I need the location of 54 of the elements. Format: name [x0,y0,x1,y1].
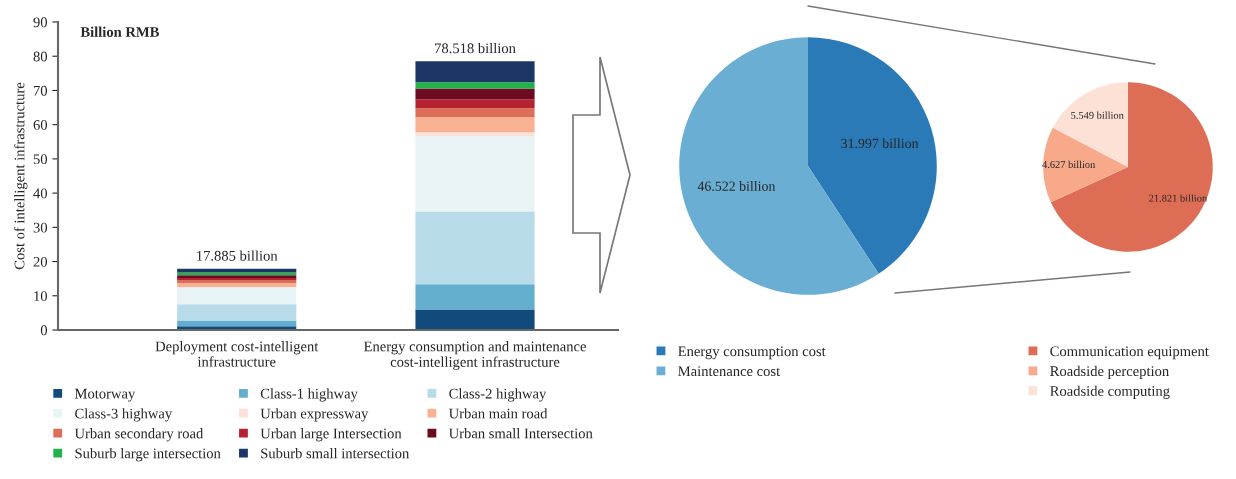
bar [177,268,297,273]
legend-label: Urban secondary road [74,428,204,442]
legend-label: Urban expressway [260,408,369,422]
x-tick-label: Deployment cost-intelligent infrastructure [155,341,319,367]
y-tick-label: 0 [40,325,48,336]
bar [415,61,535,83]
y-tick-label: 20 [33,256,48,267]
total-label: 78.518 billion [435,42,516,54]
bar [415,132,535,137]
bar [415,211,535,285]
legend-label: Suburb large intersection [75,448,221,462]
legend-label: Urban large Intersection [260,428,402,442]
y-tick-label: 90 [33,17,48,28]
bar [415,88,535,100]
bar [415,284,535,310]
y-tick-label: 70 [33,85,48,96]
legend-label: Class-1 highway [260,388,358,402]
legend-label: Roadside computing [1050,385,1170,399]
data-label: 5.549 billion [1071,111,1124,119]
y-tick-label: 30 [33,222,48,233]
legend-label: Urban main road [448,408,548,419]
legend-label: Suburb small intersection [261,448,410,459]
legend-label: Energy consumption cost [678,346,826,360]
y-tick-label: 40 [33,188,48,199]
bar [177,320,297,327]
legend-label: Communication equipment [1050,346,1209,360]
legend-label: Class-3 highway [75,408,173,422]
bar [415,309,535,330]
pie-slice [679,37,879,295]
y-axis-title: Cost of intelligent infrastructure [14,82,28,270]
y-tick-label: 10 [34,291,48,301]
legend-label: Roadside perception [1050,365,1169,380]
annotation: Billion RMB [80,26,159,37]
data-label: 21.821 billion [1149,194,1207,202]
data-label: 31.997 billion [841,138,919,149]
y-tick-label: 60 [33,120,48,130]
bar [177,287,297,305]
bar [415,99,535,109]
x-tick-label: Energy consumption and maintenance cost-intelligent infrastructure [364,341,586,370]
bar [415,136,535,212]
pie-slice [1043,127,1128,203]
y-tick-label: 50 [33,154,48,165]
bar [415,82,535,89]
legend-label: Motorway [74,388,136,402]
legend-label: Class-2 highway [449,388,547,402]
bar [415,108,535,118]
pie-slice [808,37,937,274]
y-tick-label: 80 [33,51,48,62]
bar [415,117,535,133]
bar [177,304,297,321]
total-label: 17.885 billion [197,250,278,261]
legend-label: Urban small Intersection [448,428,593,439]
data-label: 46.522 billion [697,181,776,191]
legend-label: Maintenance cost [678,366,781,377]
